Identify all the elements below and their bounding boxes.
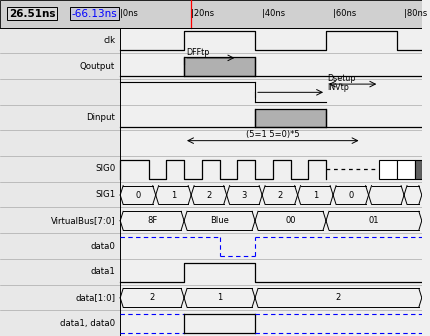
- Text: SIG0: SIG0: [95, 164, 115, 173]
- Text: data[1:0]: data[1:0]: [75, 293, 115, 302]
- Bar: [0, 104, 120, 130]
- Text: 3: 3: [241, 191, 246, 200]
- Text: |60ns: |60ns: [332, 9, 356, 18]
- Text: data0: data0: [90, 242, 115, 251]
- Bar: [0, 79, 120, 104]
- Text: 00: 00: [285, 216, 295, 225]
- Text: 2: 2: [206, 191, 211, 200]
- Text: 1: 1: [312, 191, 317, 200]
- Text: 2: 2: [149, 293, 154, 302]
- Text: 1: 1: [170, 191, 175, 200]
- Text: |40ns: |40ns: [261, 9, 285, 18]
- Text: 0: 0: [347, 191, 353, 200]
- Text: 8F: 8F: [147, 216, 157, 225]
- Text: |0ns: |0ns: [120, 9, 138, 18]
- Bar: [0, 53, 120, 79]
- Bar: [0, 0, 421, 28]
- Text: 1: 1: [216, 293, 222, 302]
- Text: SIG1: SIG1: [95, 190, 115, 199]
- Bar: [0, 28, 120, 53]
- Text: |20ns: |20ns: [191, 9, 214, 18]
- Text: data1: data1: [90, 267, 115, 276]
- Bar: [0, 207, 120, 233]
- Text: 0: 0: [135, 191, 140, 200]
- Text: DFFtp: DFFtp: [186, 48, 209, 57]
- Text: -66.13ns: -66.13ns: [72, 9, 117, 19]
- Text: VirtualBus[7:0]: VirtualBus[7:0]: [50, 216, 115, 225]
- Text: data1, data0: data1, data0: [60, 319, 115, 328]
- Text: 2: 2: [335, 293, 340, 302]
- Bar: [0, 130, 120, 156]
- Text: Blue: Blue: [210, 216, 228, 225]
- Bar: [0, 233, 120, 259]
- Text: 2: 2: [276, 191, 282, 200]
- Bar: [414, 160, 421, 179]
- Text: |80ns: |80ns: [403, 9, 426, 18]
- Text: 01: 01: [368, 216, 378, 225]
- Text: (5=1 5=0)*5: (5=1 5=0)*5: [246, 130, 299, 139]
- Bar: [184, 57, 255, 76]
- Bar: [255, 109, 325, 127]
- Bar: [0, 156, 120, 182]
- Text: INVtp: INVtp: [326, 83, 348, 92]
- Bar: [378, 160, 396, 179]
- Bar: [0, 259, 120, 285]
- Bar: [0, 285, 120, 310]
- Text: clk: clk: [103, 36, 115, 45]
- Bar: [0, 182, 120, 207]
- Text: Qoutput: Qoutput: [80, 61, 115, 71]
- Bar: [0, 310, 120, 336]
- Text: Dsetup: Dsetup: [326, 75, 355, 83]
- Text: 26.51ns: 26.51ns: [9, 9, 55, 19]
- Text: Dinput: Dinput: [86, 113, 115, 122]
- Bar: [396, 160, 414, 179]
